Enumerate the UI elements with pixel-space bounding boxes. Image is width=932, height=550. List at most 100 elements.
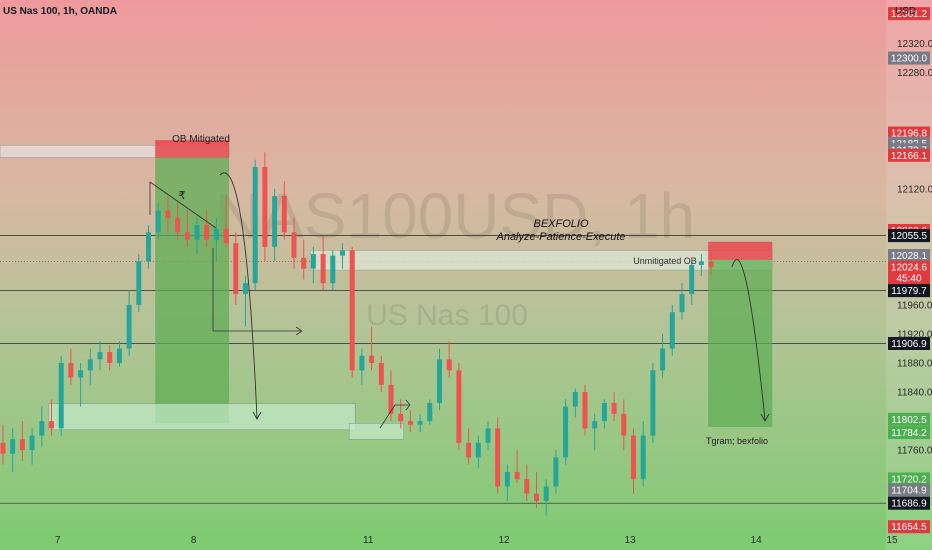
- price-tag-label: 12024.6: [891, 263, 928, 274]
- price-tag-label: 11906.9: [891, 339, 927, 350]
- candle-body: [87, 359, 93, 371]
- candle-body: [611, 402, 617, 414]
- candle-body: [504, 471, 510, 487]
- bexfolio-title: BEXFOLIO: [533, 218, 588, 230]
- zone-stop: [708, 241, 773, 260]
- candle-body: [398, 413, 404, 422]
- candle-body: [252, 166, 258, 284]
- candle-body: [543, 486, 549, 501]
- candle-body: [97, 352, 103, 360]
- price-tag-countdown: 45:40: [896, 274, 921, 285]
- price-tag: [888, 229, 930, 243]
- watermark-sub: US Nas 100: [366, 299, 528, 332]
- candle-body: [29, 435, 35, 451]
- y-tick-label: 11960.0: [897, 300, 932, 311]
- candle-body: [475, 442, 481, 458]
- candle-body: [563, 406, 569, 458]
- symbol-title: US Nas 100, 1h, OANDA: [3, 6, 117, 17]
- candle-body: [126, 304, 132, 349]
- price-tag: [888, 412, 930, 426]
- annotations: OB Mitigated BEXFOLIO Analyze-Patience-E…: [172, 134, 768, 446]
- candle-body: [165, 210, 171, 218]
- candle-body: [243, 283, 248, 295]
- price-tag: [888, 496, 930, 510]
- curved-arrow-down: [219, 172, 258, 419]
- arrow-head-small-icon: [405, 399, 411, 411]
- candle-body: [369, 355, 375, 364]
- candle-body: [233, 243, 239, 295]
- time-axis[interactable]: [0, 530, 886, 550]
- y-tick-labels: 12320.0 12280.0 12120.0 11960.0 11920.0 11880…: [897, 39, 932, 457]
- y-tick-label: 12280.0: [897, 68, 932, 79]
- candle-body: [155, 210, 161, 233]
- candle-body: [708, 261, 714, 268]
- candle-body: [631, 435, 636, 480]
- candles: [0, 152, 714, 516]
- candle-body: [485, 428, 491, 443]
- price-tag: [888, 472, 930, 486]
- candle-body: [68, 363, 74, 378]
- y-tick-label: 11840.0: [897, 388, 932, 399]
- candle-body: [175, 217, 181, 233]
- candle-body: [213, 228, 219, 240]
- candle-body: [310, 254, 316, 269]
- candle-body: [10, 439, 16, 454]
- candle-body: [272, 196, 278, 247]
- price-tag-label: 11654.5: [891, 522, 927, 533]
- trend-line-up: [149, 181, 217, 229]
- candle-body: [582, 392, 588, 429]
- price-tag-label: 11720.2: [891, 475, 927, 486]
- price-tag: [888, 483, 930, 497]
- candle-body: [427, 402, 433, 422]
- price-tag-label: 12196.8: [891, 129, 928, 140]
- zone-demand: [348, 422, 405, 440]
- candle-body: [514, 471, 520, 480]
- candle-body: [349, 250, 355, 371]
- price-tag: [888, 426, 930, 440]
- price-tag-label: 12055.5: [891, 231, 928, 242]
- candle-body: [679, 294, 685, 313]
- candle-body: [650, 370, 656, 436]
- unmitigated-ob-label: Unmitigated OB: [633, 256, 697, 266]
- zone-unmitigated-ob: [310, 250, 773, 271]
- x-tick-label: 11: [363, 535, 374, 546]
- candle-body: [524, 479, 530, 494]
- price-tag: [888, 7, 930, 21]
- candle-body: [19, 439, 25, 451]
- candle-body: [49, 421, 54, 429]
- x-tick-label: 13: [625, 535, 637, 546]
- curved-arrow-target: [731, 259, 766, 421]
- candle-body: [621, 413, 627, 436]
- x-tick-label: 15: [886, 535, 898, 546]
- arrow-head-down-icon: [252, 411, 262, 420]
- reaction-line: [379, 404, 409, 429]
- candle-body: [698, 261, 704, 265]
- candle-body: [640, 435, 646, 480]
- candle-body: [572, 392, 578, 407]
- price-tag: [888, 520, 930, 534]
- candle-body: [320, 254, 326, 284]
- candle-body: [601, 402, 607, 422]
- price-tag-label: 11802.5: [891, 415, 927, 426]
- candle-body: [495, 428, 501, 487]
- x-tick-label: 7: [55, 535, 61, 546]
- price-tag-label: 12028.1: [891, 251, 928, 262]
- zone-short-position: [708, 259, 773, 427]
- x-tick-labels: 7811121314151819: [55, 535, 898, 546]
- tagline: Analyze-Patience-Execute: [495, 231, 625, 243]
- ob-mitigated-label: OB Mitigated: [172, 134, 230, 145]
- candle-body: [184, 232, 190, 240]
- telegram-label: Tgram; bexfolio: [706, 436, 768, 446]
- candle-body: [378, 363, 384, 385]
- y-tick-label: 12320.0: [897, 39, 932, 50]
- candle-body: [359, 355, 365, 371]
- candle-body: [39, 421, 45, 436]
- candle-body: [456, 370, 462, 443]
- candle-body: [204, 225, 210, 240]
- price-tag: [888, 260, 930, 285]
- candle-body: [466, 442, 472, 458]
- projection-line: [212, 248, 301, 332]
- candle-body: [0, 442, 6, 454]
